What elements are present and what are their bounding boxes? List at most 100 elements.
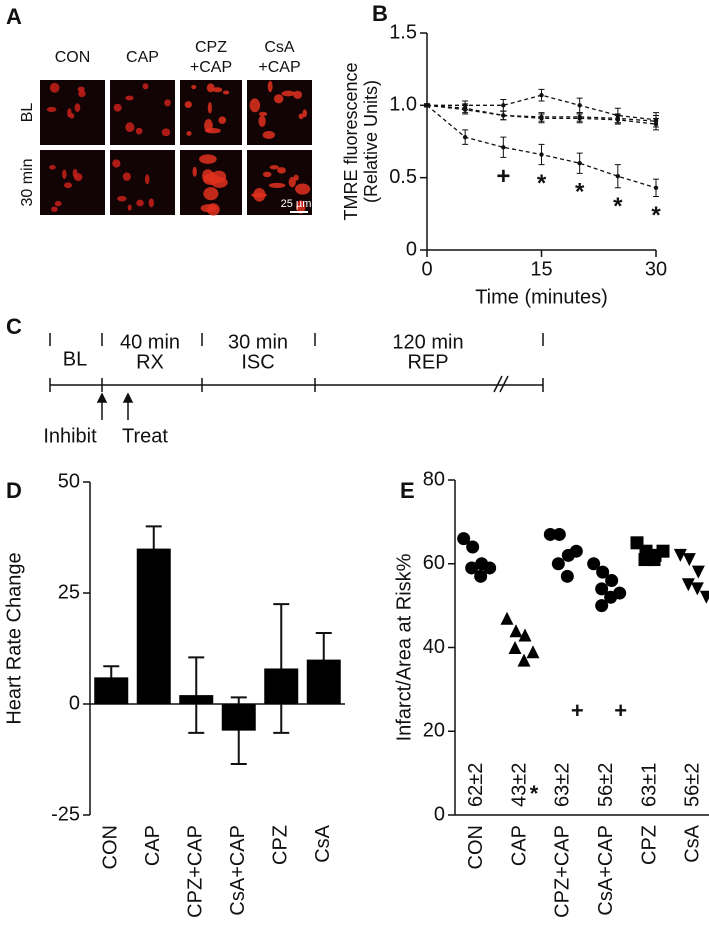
- cell-signal: [51, 206, 58, 212]
- data-point: [673, 548, 687, 562]
- data-point: [605, 574, 619, 587]
- cell-signal: [161, 128, 171, 137]
- x-tick-label: CAP: [508, 825, 530, 866]
- cell-signal: [49, 165, 56, 170]
- panel-letter: A: [6, 4, 22, 29]
- data-point: [466, 540, 480, 554]
- micrograph: [247, 80, 312, 145]
- cell-signal: [218, 116, 227, 124]
- cell-signal: [268, 182, 286, 188]
- cell-signal: [293, 90, 303, 99]
- y-tick-label: 0: [406, 238, 417, 260]
- cell-signal: [281, 90, 295, 97]
- cell-signal: [249, 98, 261, 113]
- data-point: [483, 561, 497, 575]
- x-tick-label: CsA+CAP: [227, 825, 249, 916]
- data-point: [462, 134, 468, 140]
- data-point: [681, 578, 695, 592]
- x-tick-label: CON: [100, 825, 122, 869]
- data-point: [526, 645, 540, 659]
- data-point: [539, 116, 544, 121]
- scale-bar-label: 25 µm: [281, 198, 312, 210]
- y-tick-label: 1.0: [389, 94, 417, 116]
- x-tick-label: CPZ+CAP: [552, 825, 574, 918]
- cell-signal: [262, 171, 272, 178]
- column-label: CsA: [264, 39, 295, 56]
- data-point: [500, 611, 514, 625]
- y-tick-label: 1.5: [389, 21, 417, 43]
- cell-signal: [258, 115, 266, 127]
- bar: [136, 548, 171, 704]
- x-tick-label: CsA: [312, 824, 334, 862]
- data-point: [543, 527, 557, 541]
- arrow-label: Inhibit: [43, 425, 97, 447]
- cell-signal: [269, 165, 280, 170]
- bar: [306, 659, 341, 704]
- break-mark: [499, 375, 509, 393]
- data-point: [517, 653, 531, 667]
- significance-mark: *: [613, 193, 623, 220]
- cell-signal: [135, 127, 143, 135]
- cell-signal: [125, 95, 134, 101]
- cell-signal: [136, 199, 144, 207]
- significance-mark: *: [530, 781, 539, 806]
- cell-signal: [204, 118, 213, 133]
- data-point: [560, 569, 574, 583]
- cell-signal: [164, 99, 171, 107]
- column-label: +CAP: [190, 59, 232, 76]
- data-point: [465, 561, 479, 575]
- cell-signal: [49, 82, 60, 93]
- data-point: [474, 569, 488, 583]
- cell-signal: [298, 113, 304, 120]
- stat-label: 43±2: [508, 763, 530, 807]
- cell-signal: [202, 173, 220, 186]
- column-label: +CAP: [258, 59, 300, 76]
- data-point: [424, 103, 430, 108]
- data-point: [501, 103, 506, 108]
- y-axis-label: Infarct/Area at Risk%: [393, 553, 415, 741]
- y-tick-label: -25: [51, 803, 80, 825]
- x-tick-label: 15: [530, 258, 552, 280]
- data-point: [462, 107, 468, 112]
- cell-signal: [199, 154, 217, 164]
- data-point: [577, 161, 582, 166]
- cell-signal: [74, 103, 81, 112]
- data-point: [587, 557, 601, 571]
- break-mark: [493, 375, 503, 393]
- data-point: [595, 582, 609, 596]
- data-point: [501, 145, 506, 150]
- phase-label: 40 min: [120, 331, 180, 353]
- cell-signal: [62, 169, 67, 180]
- micrograph: [40, 150, 105, 215]
- panel-letter: C: [6, 314, 22, 339]
- cell-signal: [64, 182, 73, 189]
- cell-signal: [262, 130, 275, 139]
- y-tick-label: 20: [423, 720, 445, 742]
- data-point: [539, 93, 544, 98]
- bar: [264, 668, 299, 704]
- data-point: [613, 586, 627, 600]
- y-tick-label: 80: [423, 468, 445, 490]
- cell-signal: [78, 90, 86, 98]
- stat-label: 56±2: [682, 763, 704, 807]
- cell-signal: [277, 167, 286, 174]
- x-tick-label: CPZ: [270, 825, 292, 865]
- cell-signal: [54, 200, 62, 207]
- cell-signal: [67, 108, 72, 118]
- bar: [94, 677, 129, 704]
- data-point: [596, 565, 610, 579]
- data-point: [653, 185, 659, 190]
- y-axis-label: TMRE fluorescence: [341, 62, 361, 220]
- panel-letter: E: [400, 478, 415, 503]
- stat-label: 63±2: [552, 763, 574, 807]
- column-label: CPZ: [195, 39, 227, 56]
- phase-label: 120 min: [392, 331, 463, 353]
- y-axis-label: Heart Rate Change: [3, 552, 25, 724]
- cell-signal: [192, 166, 197, 177]
- cell-signal: [127, 204, 132, 211]
- cell-signal: [125, 122, 135, 133]
- cell-signal: [73, 173, 83, 182]
- cell-signal: [267, 80, 273, 93]
- data-point: [653, 121, 659, 127]
- bar: [179, 695, 214, 704]
